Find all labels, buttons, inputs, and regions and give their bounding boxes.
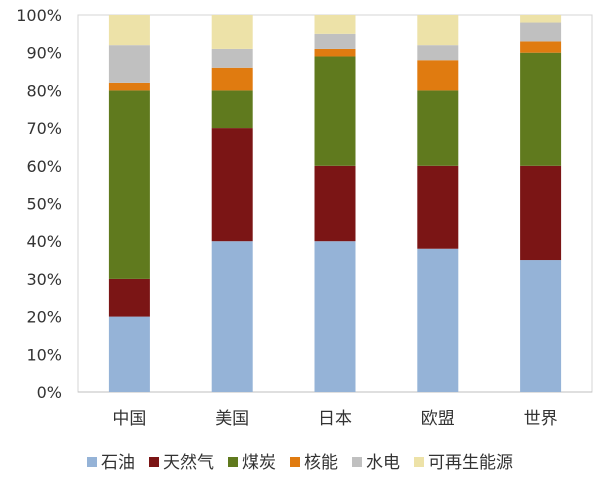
y-tick-label: 90% [26, 44, 62, 63]
bar-segment [108, 90, 150, 279]
bar-segment [108, 316, 150, 392]
bar-segment [417, 60, 459, 91]
bar-segment [108, 278, 150, 317]
x-tick-label: 世界 [524, 409, 558, 429]
bar-segment [108, 45, 150, 83]
x-tick-label: 美国 [215, 409, 249, 429]
y-tick-label: 40% [26, 232, 62, 251]
bar-segment [520, 41, 562, 53]
bar-segment [520, 165, 562, 261]
bar-segment [314, 15, 356, 34]
bar-segment [417, 45, 459, 61]
bar-segment [211, 67, 253, 91]
legend-label: 煤炭 [242, 453, 276, 473]
legend-label: 水电 [366, 453, 400, 473]
legend-swatch [149, 457, 159, 467]
bar-segment [520, 260, 562, 392]
y-tick-label: 100% [16, 6, 62, 25]
y-tick-label: 20% [26, 308, 62, 327]
bar-segment [314, 241, 356, 392]
legend-swatch [414, 457, 424, 467]
y-tick-label: 80% [26, 81, 62, 100]
bar-segment [417, 15, 459, 46]
bar-segment [211, 48, 253, 68]
y-tick-label: 30% [26, 270, 62, 289]
y-tick-label: 0% [37, 383, 62, 402]
x-tick-label: 日本 [318, 409, 352, 429]
bar-segment [211, 128, 253, 242]
legend-swatch [87, 457, 97, 467]
legend-label: 石油 [101, 453, 135, 473]
legend-swatch [290, 457, 300, 467]
x-tick-label: 中国 [112, 409, 146, 429]
bar-segment [314, 56, 356, 166]
bar-segment [417, 248, 459, 392]
bar-segment [314, 48, 356, 57]
bar-segment [314, 33, 356, 49]
bar-segment [520, 22, 562, 42]
x-tick-label: 欧盟 [421, 409, 455, 429]
legend-label: 天然气 [163, 453, 214, 473]
bar-segment [417, 90, 459, 166]
bar-segment [520, 15, 562, 23]
bar-segment [211, 15, 253, 49]
legend-label: 可再生能源 [428, 453, 513, 473]
bar-segment [314, 165, 356, 242]
y-tick-label: 60% [26, 157, 62, 176]
y-tick-label: 70% [26, 119, 62, 138]
bar-segment [211, 241, 253, 392]
bar-segment [108, 82, 150, 91]
legend-swatch [352, 457, 362, 467]
legend-label: 核能 [304, 453, 338, 473]
bar-segment [417, 165, 459, 249]
y-tick-label: 10% [26, 345, 62, 364]
legend-swatch [228, 457, 238, 467]
bar-segment [108, 15, 150, 46]
bar-segment [211, 90, 253, 129]
y-tick-label: 50% [26, 195, 62, 214]
bar-segment [520, 52, 562, 166]
